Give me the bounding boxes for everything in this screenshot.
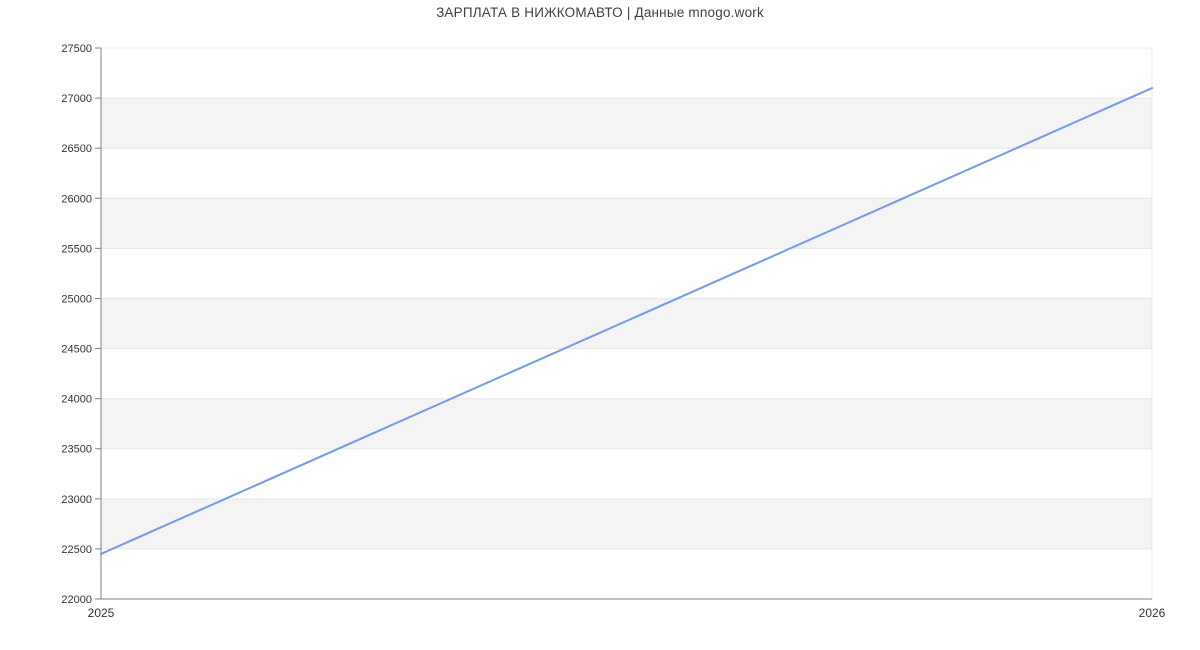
y-tick-label: 26000 bbox=[61, 193, 92, 205]
plot-band bbox=[101, 298, 1152, 349]
plot-band bbox=[101, 498, 1152, 549]
plot-band bbox=[101, 398, 1152, 449]
y-tick-label: 24000 bbox=[61, 394, 92, 406]
y-tick-label: 25000 bbox=[61, 293, 92, 305]
y-tick-label: 23500 bbox=[61, 444, 92, 456]
y-tick-label: 26500 bbox=[61, 143, 92, 155]
y-tick-label: 23000 bbox=[61, 494, 92, 506]
y-tick-label: 27500 bbox=[61, 43, 92, 55]
plot-band bbox=[101, 198, 1152, 249]
y-tick-label: 27000 bbox=[61, 93, 92, 105]
series-line bbox=[100, 87, 1153, 555]
x-tick-label: 2025 bbox=[88, 606, 115, 620]
y-tick-label: 24500 bbox=[61, 344, 92, 356]
plot-band bbox=[101, 98, 1152, 149]
chart-title: ЗАРПЛАТА В НИЖКОМАВТО | Данные mnogo.wor… bbox=[436, 5, 764, 20]
y-tick-label: 22500 bbox=[61, 544, 92, 556]
y-tick-label: 22000 bbox=[61, 594, 92, 606]
x-tick-label: 2026 bbox=[1139, 606, 1166, 620]
y-tick-label: 25500 bbox=[61, 243, 92, 255]
